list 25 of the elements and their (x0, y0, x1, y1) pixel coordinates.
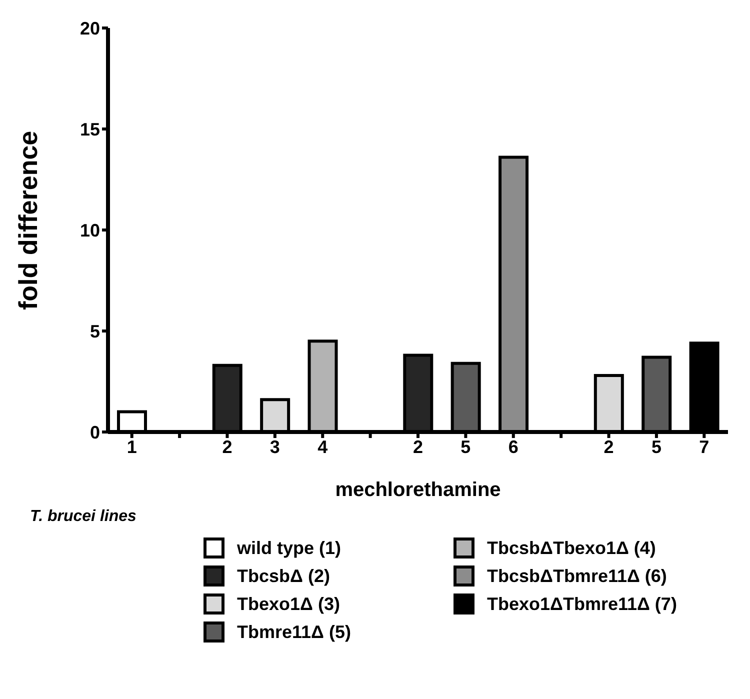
x-axis-title: mechlorethamine (335, 479, 501, 501)
x-tick-label: 6 (508, 436, 518, 457)
legend-label: Tbexo1Δ (3) (237, 594, 340, 614)
y-axis-title: fold difference (13, 130, 44, 310)
legend-label: TbcsbΔTbmre11Δ (6) (487, 566, 667, 586)
y-tick-label: 20 (80, 18, 100, 38)
y-tick-label: 15 (80, 119, 100, 140)
x-tick-label: 5 (460, 436, 471, 457)
x-tick-label: 5 (651, 436, 662, 457)
legend-label: TbcsbΔTbexo1Δ (4) (487, 538, 656, 558)
legend-label: Tbexo1ΔTbmre11Δ (7) (487, 594, 677, 614)
y-tick-label: 5 (90, 321, 100, 342)
x-tick-label: 3 (270, 436, 280, 457)
legend-label: TbcsbΔ (2) (237, 566, 330, 586)
legend-title: T. brucei lines (30, 508, 138, 526)
x-tick-label: 1 (126, 436, 137, 457)
x-tick-label: 4 (318, 436, 328, 457)
x-tick-label: 2 (604, 436, 614, 457)
y-tick-label: 0 (90, 422, 100, 442)
x-tick-label: 7 (699, 436, 710, 457)
legend-label: wild type (1) (237, 538, 342, 558)
x-tick-label: 2 (412, 436, 424, 457)
x-tick-label: 2 (222, 436, 232, 457)
legend-label: Tbmre11Δ (5) (237, 622, 351, 642)
y-tick-label: 10 (80, 220, 100, 240)
